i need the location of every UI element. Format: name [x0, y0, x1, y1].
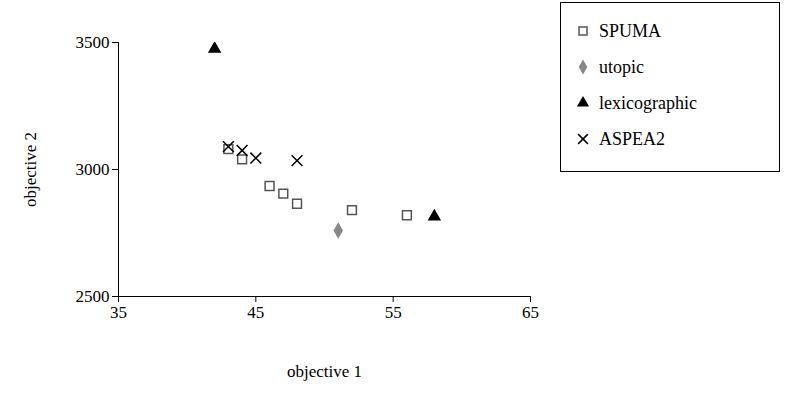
svg-text:3000: 3000 — [76, 160, 110, 179]
html-text:ASPEA2: ASPEA2 — [599, 128, 665, 149]
html-text:lexicographic: lexicographic — [599, 92, 697, 113]
svg-text:objective 1: objective 1 — [287, 362, 362, 381]
svg-text:65: 65 — [522, 303, 539, 322]
svg-text:2500: 2500 — [76, 287, 110, 306]
svg-text:objective 2: objective 2 — [21, 132, 40, 207]
html-text:utopic: utopic — [599, 56, 644, 77]
svg-text:55: 55 — [385, 303, 402, 322]
svg-text:3500: 3500 — [76, 33, 110, 52]
svg-text:45: 45 — [247, 303, 264, 322]
svg-text:35: 35 — [110, 303, 127, 322]
html-text:SPUMA: SPUMA — [599, 20, 661, 41]
